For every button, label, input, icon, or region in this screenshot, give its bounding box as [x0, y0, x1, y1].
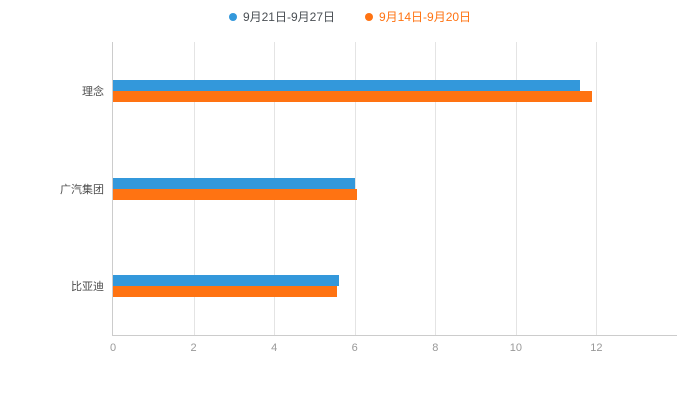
bar-series1-cat3	[113, 275, 339, 287]
x-tick-label: 0	[109, 342, 117, 354]
x-tick-label: 10	[509, 342, 522, 354]
bar-series2-cat2	[113, 188, 357, 200]
x-tick-label: 2	[190, 342, 197, 354]
legend-marker-blue-icon	[228, 12, 237, 21]
bar-series2-cat1	[113, 90, 593, 102]
gridline	[515, 42, 517, 335]
x-tick-label: 6	[351, 342, 358, 354]
y-category-label: 广汽集团	[60, 183, 104, 196]
legend-item-week1[interactable]: 9月14日-9月20日	[365, 8, 471, 25]
legend-label: 9月14日-9月20日	[379, 10, 472, 24]
x-tick-label: 12	[590, 342, 603, 354]
legend-label: 9月21日-9月27日	[242, 10, 335, 24]
y-category-label: 理念	[82, 85, 104, 98]
x-tick-label: 4	[271, 342, 278, 354]
bar-series1-cat1	[113, 79, 581, 91]
legend-marker-orange-icon	[365, 12, 373, 21]
gridline	[435, 42, 437, 335]
bar-series2-cat3	[113, 286, 337, 298]
gridline	[596, 42, 598, 335]
bar-series1-cat2	[113, 177, 355, 189]
legend-item-week2[interactable]: 9月21日-9月27日	[228, 8, 335, 25]
y-category-label: 比亚迪	[71, 281, 104, 294]
plot-area	[112, 42, 677, 336]
x-tick-label: 8	[432, 342, 439, 354]
legend: 9月21日-9月27日 9月14日-9月20日	[0, 8, 700, 25]
